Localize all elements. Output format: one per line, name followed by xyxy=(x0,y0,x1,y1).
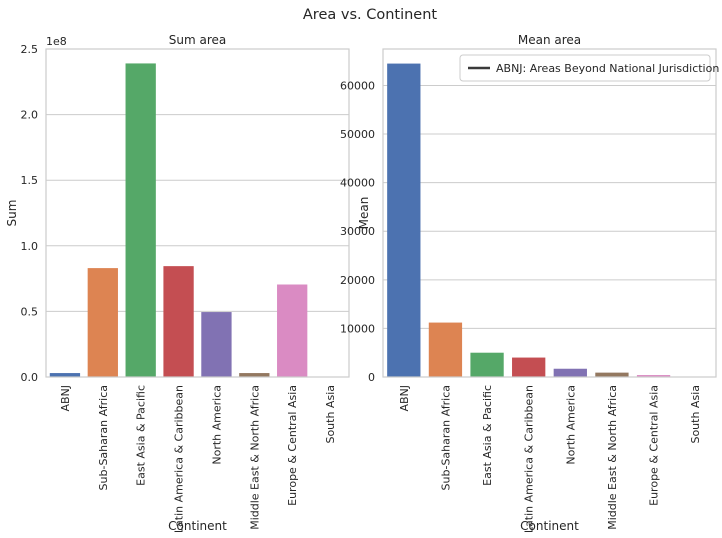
legend: ABNJ: Areas Beyond National Jurisdiction xyxy=(459,54,719,82)
bar xyxy=(125,63,156,377)
bar xyxy=(636,375,671,377)
x-tick-label: Europe & Central Asia xyxy=(648,385,661,506)
y-tick-label: 30000 xyxy=(340,225,375,238)
y-tick-label: 0.5 xyxy=(21,305,39,318)
bar xyxy=(87,268,118,377)
y-axis-label: Mean xyxy=(357,197,371,230)
x-tick-label: Middle East & North Africa xyxy=(248,385,261,530)
x-tick-label: Europe & Central Asia xyxy=(286,385,299,506)
x-tick-label: South Asia xyxy=(324,385,337,444)
x-axis-label: Continent xyxy=(520,519,579,533)
y-tick-label: 1.5 xyxy=(21,174,39,187)
y-tick-label: 2.0 xyxy=(21,109,39,122)
offset-label: 1e8 xyxy=(46,35,67,48)
y-tick-label: 10000 xyxy=(340,322,375,335)
y-tick-label: 40000 xyxy=(340,177,375,190)
x-tick-label: Middle East & North Africa xyxy=(606,385,619,530)
y-axis-label: Sum xyxy=(5,200,19,227)
x-tick-label: Latin America & Caribbean xyxy=(523,385,536,533)
x-axis-label: Continent xyxy=(168,519,227,533)
bar xyxy=(470,352,504,377)
y-tick-label: 0.0 xyxy=(21,371,39,384)
y-tick-label: 20000 xyxy=(340,274,375,287)
mean-area-chart: 0 10000 20000 30000 40000 50000 60000 ABNJ Sub-S… xyxy=(340,33,719,533)
y-tick-label: 60000 xyxy=(340,79,375,92)
x-tick-label: Latin America & Caribbean xyxy=(173,385,186,533)
x-tick-label: ABNJ xyxy=(59,385,72,412)
x-tick-label: Sub-Saharan Africa xyxy=(439,385,452,490)
figure-title: Area vs. Continent xyxy=(303,7,438,23)
x-tick-label: North America xyxy=(564,385,577,465)
x-tick-label: East Asia & Pacific xyxy=(135,385,148,486)
y-tick-label: 50000 xyxy=(340,128,375,141)
chart-title: Sum area xyxy=(169,33,227,47)
chart-title: Mean area xyxy=(518,33,581,47)
bar xyxy=(201,312,232,377)
axes-frame xyxy=(45,48,350,378)
x-tick-label: Sub-Saharan Africa xyxy=(97,385,110,490)
bar xyxy=(595,372,629,377)
bar xyxy=(387,63,421,377)
x-tick-label: South Asia xyxy=(689,385,702,444)
legend-box xyxy=(459,54,711,82)
axes-frame xyxy=(382,48,717,378)
sum-area-chart: 0.0 0.5 1.0 1.5 2.0 2.5 ABNJ Sub-Saharan Africa… xyxy=(5,33,350,533)
bar xyxy=(49,373,81,377)
bar xyxy=(163,266,194,377)
bar xyxy=(512,357,546,377)
x-tick-label: North America xyxy=(210,385,223,465)
bar xyxy=(428,322,463,377)
legend-entry: ABNJ: Areas Beyond National Jurisdiction xyxy=(496,62,719,75)
bar xyxy=(277,284,308,377)
bar xyxy=(553,368,587,377)
x-tick-label: ABNJ xyxy=(398,385,411,412)
bar xyxy=(239,373,270,377)
y-tick-label: 1.0 xyxy=(21,240,39,253)
x-tick-label: East Asia & Pacific xyxy=(481,385,494,486)
y-tick-label: 2.5 xyxy=(21,43,39,56)
y-tick-label: 0 xyxy=(368,371,375,384)
